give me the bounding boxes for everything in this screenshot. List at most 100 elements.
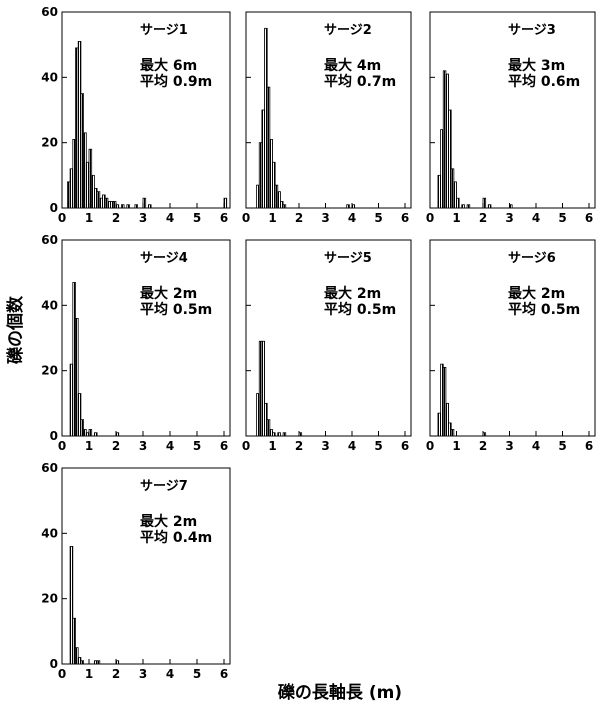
x-tick-label: 4 [166, 439, 174, 453]
histogram-bar [461, 204, 465, 209]
x-tick-label: 5 [193, 211, 201, 225]
histogram-bar [110, 201, 114, 209]
x-tick-label: 5 [193, 439, 201, 453]
histogram-bar [83, 429, 87, 437]
x-tick-label: 3 [139, 439, 147, 453]
histogram-bar [77, 393, 82, 437]
x-tick-label: 6 [401, 439, 409, 453]
y-tick-label: 40 [41, 298, 58, 312]
histogram-bar [69, 546, 74, 665]
x-tick-label: 2 [295, 211, 303, 225]
histogram-bar [453, 181, 457, 209]
histogram-bar [80, 660, 85, 665]
x-tick-label: 5 [193, 667, 201, 681]
y-tick-label: 0 [50, 201, 58, 215]
histogram-bar [107, 201, 112, 209]
histogram-bar [121, 204, 125, 209]
histogram-bar [266, 419, 271, 437]
x-tick-label: 0 [242, 211, 250, 225]
y-axis-title: 礫の個数 [5, 295, 26, 364]
y-tick-label: 20 [41, 136, 58, 150]
max-annotation: 最大 3m [508, 57, 565, 74]
x-tick-label: 3 [139, 211, 147, 225]
panel-title: サージ6 [508, 251, 556, 266]
x-tick-label: 1 [268, 439, 276, 453]
y-tick-label: 40 [41, 526, 58, 540]
x-tick-label: 0 [58, 667, 66, 681]
histogram-bar [77, 657, 82, 665]
histogram-bar [282, 204, 287, 209]
histogram-bar [94, 432, 98, 437]
x-tick-label: 2 [112, 439, 120, 453]
max-annotation: 最大 6m [140, 57, 197, 74]
mean-annotation: 平均 0.4m [140, 529, 212, 546]
x-tick-label: 6 [220, 667, 228, 681]
x-tick-label: 3 [139, 667, 147, 681]
histogram-bar [126, 204, 130, 209]
max-annotation: 最大 2m [508, 285, 565, 302]
x-tick-label: 1 [85, 667, 93, 681]
histogram-bar [80, 93, 85, 209]
x-tick-label: 4 [532, 439, 540, 453]
x-tick-label: 5 [558, 439, 566, 453]
x-tick-label: 0 [58, 211, 66, 225]
x-tick-label: 6 [585, 439, 593, 453]
histogram-bar [85, 161, 90, 209]
y-tick-label: 60 [41, 233, 58, 247]
x-tick-label: 4 [166, 211, 174, 225]
y-tick-label: 60 [41, 5, 58, 19]
histogram-bar [261, 340, 265, 437]
histogram-bar [75, 317, 79, 437]
max-annotation: 最大 4m [324, 57, 381, 74]
histogram-bar [88, 148, 93, 209]
y-tick-label: 20 [41, 364, 58, 378]
panel-title: サージ1 [140, 23, 188, 38]
panel-title: サージ2 [324, 23, 372, 38]
histogram-bar [77, 41, 82, 209]
histogram-bar [72, 138, 76, 209]
histogram-bar [80, 419, 85, 437]
x-tick-label: 3 [505, 211, 513, 225]
x-tick-label: 0 [58, 439, 66, 453]
histogram-bar [67, 181, 71, 209]
histogram-bar [72, 282, 76, 437]
histogram-bar [102, 194, 106, 209]
x-tick-label: 1 [268, 211, 276, 225]
plot-frame [61, 239, 231, 437]
histogram-bar [147, 204, 152, 209]
max-annotation: 最大 2m [140, 513, 197, 530]
x-tick-label: 0 [242, 439, 250, 453]
x-tick-label: 4 [348, 439, 356, 453]
mean-annotation: 平均 0.9m [140, 73, 212, 90]
x-tick-label: 3 [321, 211, 329, 225]
x-tick-label: 3 [321, 439, 329, 453]
histogram-bar [277, 432, 281, 437]
x-tick-label: 2 [479, 211, 487, 225]
histogram-bar [450, 429, 455, 437]
mean-annotation: 平均 0.5m [140, 301, 212, 318]
histogram-bar [346, 204, 350, 209]
x-tick-label: 0 [426, 211, 434, 225]
x-tick-label: 0 [426, 439, 434, 453]
histogram-bar [72, 617, 76, 665]
plot-frame [429, 239, 596, 437]
max-annotation: 最大 2m [324, 285, 381, 302]
histogram-bar [75, 647, 79, 665]
histogram-bar [466, 204, 471, 209]
x-tick-label: 6 [585, 211, 593, 225]
histogram-bar [83, 132, 87, 209]
x-tick-label: 6 [401, 211, 409, 225]
x-tick-label: 5 [374, 439, 382, 453]
x-tick-label: 1 [85, 211, 93, 225]
histogram-bar [94, 660, 98, 665]
y-tick-label: 0 [50, 657, 58, 671]
histogram-bar [96, 660, 101, 665]
panel-title: サージ7 [140, 479, 188, 494]
x-axis-title: 礫の長軸長 (m) [278, 682, 402, 703]
x-tick-label: 6 [220, 439, 228, 453]
